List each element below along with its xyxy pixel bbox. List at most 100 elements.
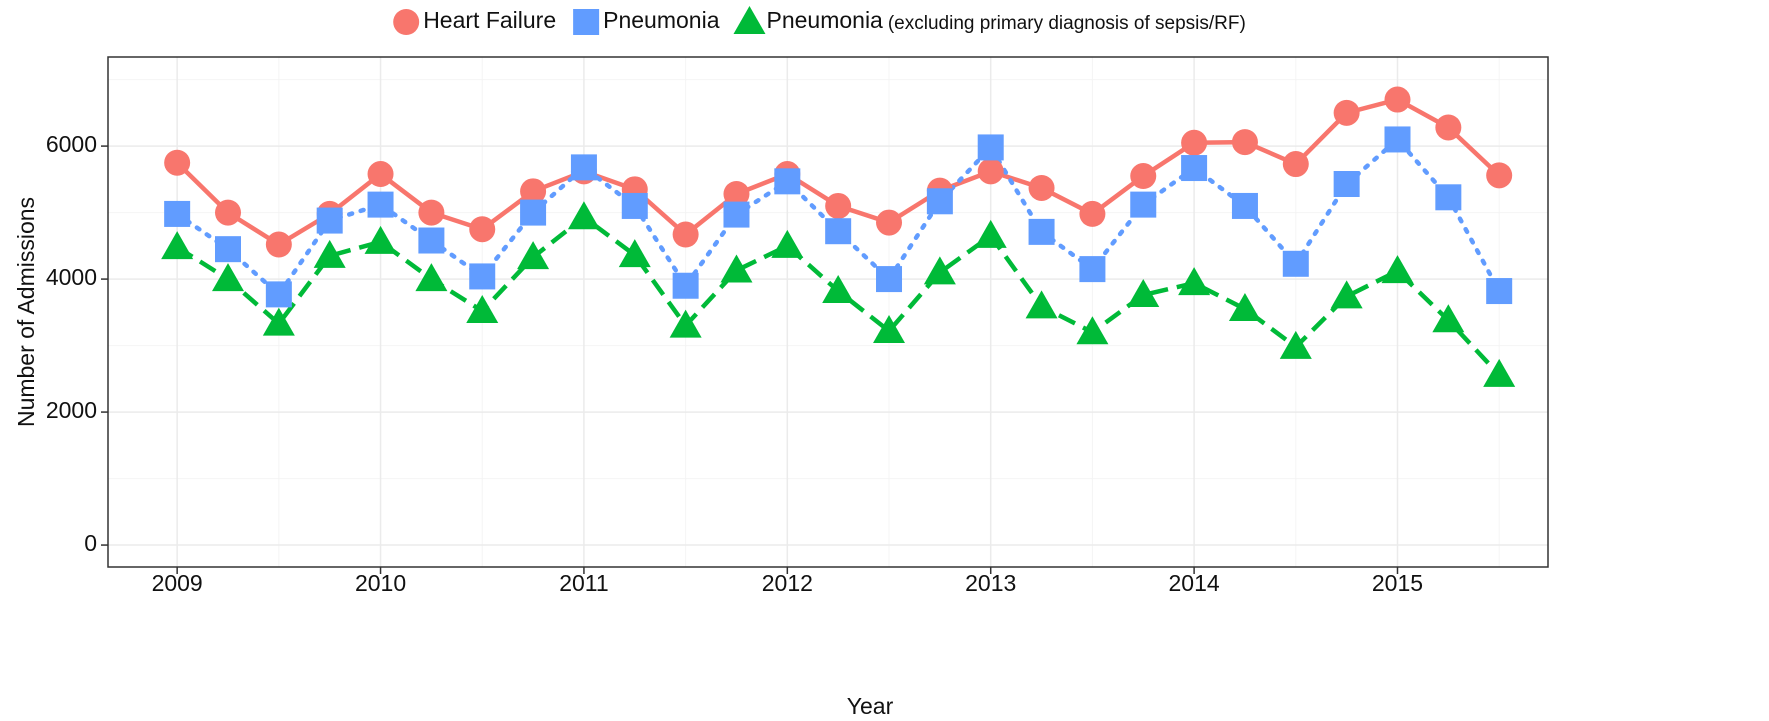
point	[469, 263, 496, 290]
point	[1435, 184, 1462, 211]
point	[265, 231, 292, 258]
point	[669, 309, 702, 338]
point	[1231, 129, 1258, 156]
point	[1381, 255, 1414, 284]
point	[418, 227, 445, 254]
x-tick-label: 2012	[762, 570, 813, 596]
point	[926, 188, 953, 215]
point	[212, 263, 244, 292]
x-axis-title: Year	[847, 693, 894, 719]
point	[1282, 151, 1309, 178]
point	[1127, 279, 1160, 308]
x-tick-label: 2009	[152, 570, 203, 596]
y-tick-label: 0	[84, 530, 97, 556]
point	[1130, 191, 1157, 218]
point	[923, 256, 956, 285]
legend-label: Heart Failure	[423, 7, 556, 33]
y-tick-label: 6000	[46, 131, 97, 157]
point	[1076, 316, 1109, 345]
legend-label: Pneumonia	[766, 7, 883, 33]
point	[1079, 200, 1106, 227]
point	[164, 200, 191, 227]
point	[873, 314, 906, 343]
point	[1130, 163, 1157, 190]
y-tick-label: 4000	[46, 264, 97, 290]
point	[1432, 304, 1465, 333]
point	[367, 191, 394, 218]
point	[1178, 267, 1211, 296]
point	[822, 275, 855, 304]
point	[1486, 278, 1513, 305]
y-tick-label: 2000	[46, 397, 97, 423]
point	[723, 180, 750, 207]
point	[1333, 99, 1360, 126]
point	[720, 254, 753, 283]
point	[161, 231, 194, 260]
point	[621, 192, 648, 219]
point	[1028, 174, 1055, 201]
point	[977, 158, 1004, 185]
x-tick-label: 2010	[355, 570, 406, 596]
legend-note: (excluding primary diagnosis of sepsis/R…	[888, 13, 1246, 34]
point	[262, 307, 295, 336]
point	[672, 221, 699, 248]
point	[520, 178, 547, 205]
y-axis-title: Number of Admissions	[13, 197, 39, 427]
point	[164, 149, 191, 176]
point	[1279, 330, 1312, 359]
point	[567, 201, 600, 230]
point	[1333, 171, 1360, 198]
point	[215, 236, 241, 263]
point	[774, 168, 801, 195]
point	[672, 272, 699, 299]
point	[316, 207, 343, 234]
x-tick-label: 2014	[1169, 570, 1220, 596]
point	[974, 219, 1007, 248]
point	[723, 201, 750, 228]
point	[1483, 358, 1516, 387]
point	[393, 9, 420, 35]
point	[415, 263, 448, 292]
point	[418, 199, 445, 226]
legend-label: Pneumonia	[603, 7, 720, 33]
point	[1181, 155, 1208, 182]
point	[733, 6, 766, 34]
point	[876, 266, 903, 293]
point	[618, 239, 651, 268]
point	[265, 281, 292, 308]
point	[1025, 290, 1058, 319]
x-tick-label: 2011	[559, 570, 608, 596]
point	[1384, 126, 1411, 153]
point	[1330, 280, 1363, 309]
point	[215, 199, 241, 226]
point	[1181, 129, 1208, 156]
point	[977, 134, 1004, 161]
legend: Heart Failure Pneumonia Pneumonia (excludin…	[393, 6, 1246, 35]
point	[1231, 192, 1258, 219]
plot-border	[107, 56, 1549, 568]
point	[876, 209, 903, 236]
point	[771, 229, 804, 258]
point	[825, 218, 852, 245]
point	[1435, 114, 1462, 141]
point	[1079, 256, 1106, 283]
point	[367, 161, 394, 188]
point	[466, 295, 499, 324]
point	[1486, 162, 1513, 189]
point	[517, 241, 550, 270]
point	[573, 9, 600, 35]
point	[570, 154, 597, 181]
point	[1282, 250, 1309, 277]
point	[364, 225, 397, 254]
point	[520, 199, 547, 226]
point	[469, 216, 496, 243]
point	[1028, 218, 1055, 245]
x-tick-label: 2015	[1372, 570, 1423, 596]
point	[313, 239, 346, 268]
point	[1384, 86, 1411, 113]
x-tick-label: 2013	[965, 570, 1016, 596]
point	[825, 192, 852, 219]
point	[1228, 293, 1261, 322]
